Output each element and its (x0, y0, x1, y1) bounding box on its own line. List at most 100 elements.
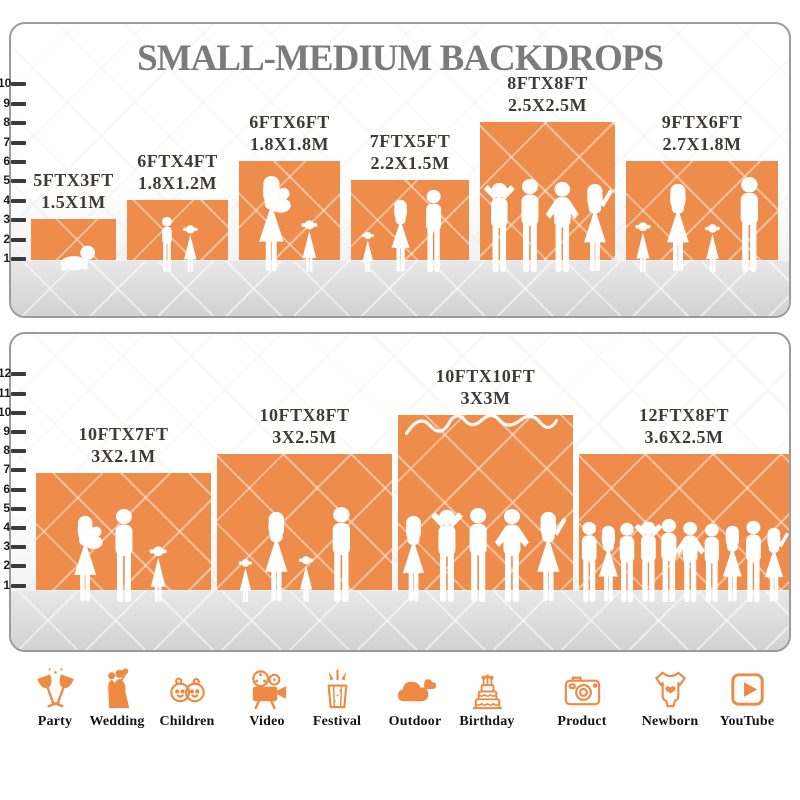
backdrop-size-ft: 10FTX10FT (435, 366, 536, 386)
ruler-number: 5 (3, 500, 10, 515)
backdrop-size-m: 1.8X1.8M (250, 134, 329, 154)
category-wedding: Wedding (69, 666, 165, 730)
backdrop-size-m: 1.8X1.2M (138, 173, 217, 193)
backdrop-6ftx4ft (127, 200, 228, 260)
girl-silhouette (298, 219, 321, 273)
ruler-number: 2 (3, 231, 10, 246)
backdrop-size-ft: 10FTX8FT (259, 405, 350, 425)
ruler-number: 10 (0, 76, 12, 91)
backdrop-size-label: 12FTX8FT 3.6X2.5M (594, 404, 774, 448)
newborn-icon (654, 671, 686, 708)
ruler-number: 1 (3, 251, 10, 265)
ruler-number: 8 (3, 115, 10, 130)
girl-silhouette (236, 558, 255, 603)
page-title: SMALL-MEDIUM BACKDROPS (137, 38, 664, 79)
woman-arm-raised-silhouette (576, 183, 614, 273)
outdoor-icon (397, 679, 436, 702)
category-children: Children (139, 666, 235, 730)
backdrop-size-m: 3.6X2.5M (644, 427, 724, 447)
category-label: Party (37, 714, 73, 729)
backdrop-size-label: 6FTX4FT 1.8X1.2M (88, 150, 268, 194)
category-label: Newborn (641, 714, 699, 729)
category-label: Video (249, 714, 285, 729)
ruler-tick (11, 198, 26, 203)
floor (11, 591, 789, 650)
category-label: Festival (312, 714, 362, 729)
ruler-tick (11, 545, 26, 550)
girl-silhouette (632, 221, 654, 273)
ruler-tick (11, 257, 26, 261)
backdrop-size-label: 10FTX8FT 3X2.5M (215, 404, 395, 448)
backdrop-size-ft: 7FTX5FT (369, 131, 451, 151)
ruler-number: 9 (3, 95, 10, 110)
woman-silhouette (659, 183, 697, 273)
ruler-tick (11, 372, 26, 377)
ruler-number: 7 (3, 134, 10, 149)
backdrop-10ftx8ft (217, 454, 392, 590)
wedding-icon (107, 668, 129, 709)
ruler-tick (11, 410, 26, 415)
youtube-icon (730, 673, 764, 706)
ruler-number: 9 (3, 423, 10, 438)
backdrop-size-ft: 6FTX4FT (137, 151, 218, 171)
product-icon (564, 676, 600, 706)
backdrop-size-ft: 8FTX8FT (507, 73, 588, 93)
category-video: Video (219, 666, 315, 730)
ruler-tick (11, 218, 26, 223)
party-icon (36, 668, 74, 708)
ruler-tick (11, 391, 26, 396)
ruler-number: 12 (0, 366, 12, 381)
man-hands-on-hips-silhouette (492, 508, 532, 603)
category-label: Product (557, 714, 607, 729)
backdrop-size-ft: 5FTX3FT (33, 170, 114, 190)
category-festival: Festival (289, 666, 385, 730)
backdrop-size-m: 2.7X1.8M (662, 134, 742, 154)
ruler-number: 11 (0, 385, 11, 400)
backdrop-size-m: 3X2.5M (272, 427, 337, 447)
ruler-number: 7 (3, 462, 10, 477)
birthday-icon (472, 674, 502, 710)
decorative-script-scribble (405, 413, 559, 435)
ruler-number: 6 (3, 481, 10, 496)
backdrop-size-label: 6FTX6FT 1.8X1.8M (200, 111, 380, 155)
ruler-tick (11, 468, 26, 473)
ruler-number: 2 (3, 558, 10, 573)
ruler-number: 3 (3, 212, 10, 227)
ruler-tick (11, 583, 26, 588)
ruler-tick (11, 506, 26, 511)
backdrop-size-label: 9FTX6FT 2.7X1.8M (612, 111, 789, 155)
ruler-number: 1 (3, 577, 10, 592)
girl-silhouette (359, 231, 377, 273)
backdrop-size-ft: 6FTX6FT (249, 112, 330, 132)
backdrop-size-m: 3X2.1M (91, 446, 156, 466)
category-birthday: Birthday (439, 666, 535, 730)
category-label: Wedding (89, 714, 145, 729)
backdrop-size-m: 2.2X1.5M (370, 153, 450, 173)
backdrop-size-m: 1.5X1M (41, 192, 106, 212)
ruler-tick (11, 449, 26, 454)
backdrop-size-m: 3X3M (460, 388, 511, 408)
backdrop-size-m: 2.5X2.5M (508, 95, 587, 115)
ruler-number: 8 (3, 443, 10, 458)
ruler-tick (11, 101, 26, 106)
children-icon (169, 677, 205, 703)
backdrop-size-ft: 9FTX6FT (661, 112, 743, 132)
ruler-number: 3 (3, 539, 10, 554)
panel-small-medium-backdrops: SMALL-MEDIUM BACKDROPS 5FTX3FT 1.5X1M 6FTX… (9, 22, 791, 318)
man-silhouette (416, 189, 451, 273)
ruler-tick (11, 179, 26, 184)
ruler-number: 5 (3, 173, 10, 188)
girl-silhouette (702, 223, 723, 273)
festival-icon (327, 669, 347, 709)
ruler-tick (11, 525, 26, 530)
category-label: Outdoor (388, 714, 442, 729)
ruler-tick (11, 429, 26, 434)
category-label: Children (159, 714, 215, 729)
man-silhouette (104, 508, 144, 603)
ruler-number: 4 (3, 192, 10, 207)
backdrop-size-label: 10FTX7FT 3X2.1M (34, 423, 214, 467)
category-outdoor: Outdoor (367, 666, 463, 730)
backdrop-size-ft: 12FTX8FT (638, 405, 729, 425)
man-silhouette (321, 506, 362, 603)
